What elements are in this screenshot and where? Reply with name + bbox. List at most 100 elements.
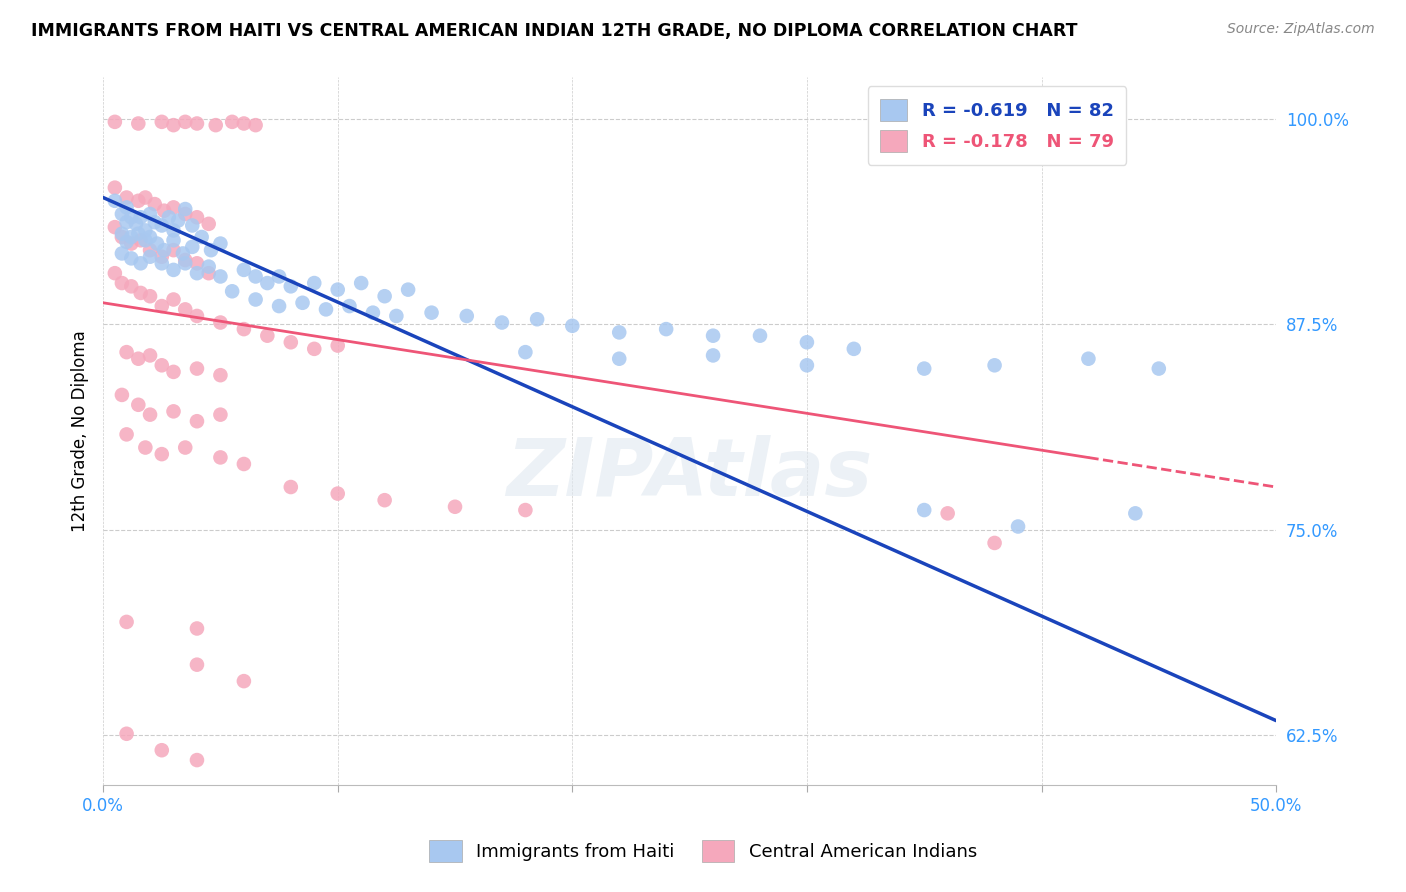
- Point: [1077, 351, 1099, 366]
- Point: [134, 441, 156, 455]
- Point: [221, 115, 243, 129]
- Point: [150, 256, 173, 270]
- Point: [181, 240, 204, 254]
- Point: [162, 223, 184, 237]
- Point: [174, 115, 197, 129]
- Point: [120, 236, 142, 251]
- Point: [197, 217, 219, 231]
- Point: [172, 246, 194, 260]
- Point: [104, 266, 127, 280]
- Point: [267, 269, 290, 284]
- Point: [186, 753, 208, 767]
- Point: [127, 398, 149, 412]
- Point: [150, 743, 173, 757]
- Point: [129, 211, 152, 225]
- Point: [111, 207, 134, 221]
- Point: [326, 486, 349, 500]
- Point: [115, 235, 138, 249]
- Point: [120, 279, 142, 293]
- Point: [162, 233, 184, 247]
- Point: [280, 279, 302, 293]
- Point: [350, 276, 373, 290]
- Point: [104, 180, 127, 194]
- Point: [267, 299, 290, 313]
- Point: [420, 306, 443, 320]
- Point: [385, 309, 408, 323]
- Text: Source: ZipAtlas.com: Source: ZipAtlas.com: [1227, 22, 1375, 37]
- Point: [983, 536, 1005, 550]
- Point: [209, 316, 232, 330]
- Point: [1007, 519, 1029, 533]
- Point: [291, 295, 314, 310]
- Point: [749, 328, 772, 343]
- Point: [143, 197, 166, 211]
- Point: [134, 190, 156, 204]
- Point: [256, 328, 278, 343]
- Point: [186, 414, 208, 428]
- Point: [209, 269, 232, 284]
- Text: IMMIGRANTS FROM HAITI VS CENTRAL AMERICAN INDIAN 12TH GRADE, NO DIPLOMA CORRELAT: IMMIGRANTS FROM HAITI VS CENTRAL AMERICA…: [31, 22, 1077, 40]
- Point: [186, 622, 208, 636]
- Point: [115, 727, 138, 741]
- Point: [936, 506, 959, 520]
- Point: [111, 230, 134, 244]
- Text: ZIPAtlas: ZIPAtlas: [506, 434, 873, 513]
- Point: [204, 118, 226, 132]
- Point: [174, 302, 197, 317]
- Point: [127, 227, 149, 241]
- Point: [174, 441, 197, 455]
- Point: [129, 256, 152, 270]
- Point: [912, 361, 935, 376]
- Point: [232, 263, 254, 277]
- Point: [190, 230, 212, 244]
- Point: [983, 359, 1005, 373]
- Point: [221, 285, 243, 299]
- Point: [150, 299, 173, 313]
- Point: [162, 243, 184, 257]
- Point: [456, 309, 478, 323]
- Point: [256, 276, 278, 290]
- Point: [245, 269, 267, 284]
- Point: [245, 293, 267, 307]
- Point: [396, 283, 419, 297]
- Point: [153, 243, 176, 257]
- Point: [150, 115, 173, 129]
- Point: [115, 615, 138, 629]
- Point: [186, 211, 208, 225]
- Point: [186, 256, 208, 270]
- Point: [444, 500, 467, 514]
- Point: [209, 450, 232, 465]
- Point: [162, 263, 184, 277]
- Point: [186, 116, 208, 130]
- Point: [304, 276, 326, 290]
- Point: [139, 289, 162, 303]
- Point: [197, 260, 219, 274]
- Point: [134, 223, 156, 237]
- Point: [912, 503, 935, 517]
- Point: [104, 220, 127, 235]
- Point: [127, 116, 149, 130]
- Point: [702, 348, 724, 362]
- Point: [162, 118, 184, 132]
- Y-axis label: 12th Grade, No Diploma: 12th Grade, No Diploma: [72, 330, 89, 532]
- Point: [209, 236, 232, 251]
- Point: [139, 408, 162, 422]
- Point: [115, 190, 138, 204]
- Point: [150, 447, 173, 461]
- Point: [280, 335, 302, 350]
- Point: [115, 345, 138, 359]
- Point: [127, 194, 149, 208]
- Legend: R = -0.619   N = 82, R = -0.178   N = 79: R = -0.619 N = 82, R = -0.178 N = 79: [868, 87, 1126, 165]
- Point: [186, 361, 208, 376]
- Point: [129, 285, 152, 300]
- Point: [174, 202, 197, 216]
- Point: [200, 243, 222, 257]
- Point: [174, 256, 197, 270]
- Point: [186, 657, 208, 672]
- Point: [491, 316, 513, 330]
- Point: [374, 289, 396, 303]
- Point: [139, 243, 162, 257]
- Point: [326, 338, 349, 352]
- Point: [280, 480, 302, 494]
- Point: [361, 306, 384, 320]
